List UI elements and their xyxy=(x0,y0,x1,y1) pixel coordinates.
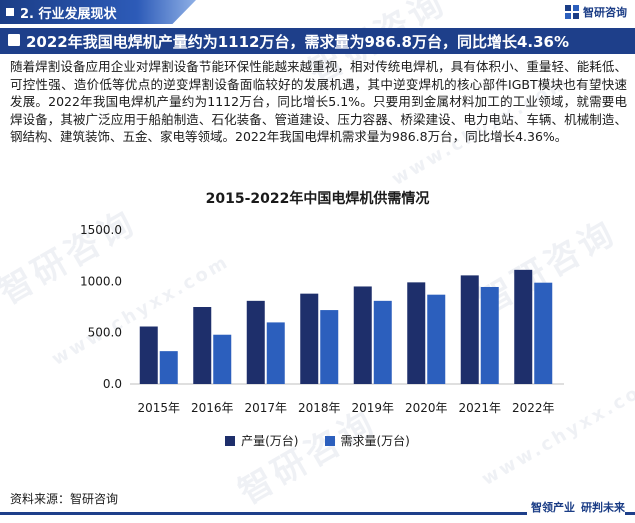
headline-marker-icon xyxy=(8,34,20,46)
bar-demand xyxy=(213,334,232,384)
legend-swatch-production xyxy=(225,435,236,446)
x-tick-label: 2022年 xyxy=(512,401,555,415)
brand-logo-icon xyxy=(565,5,579,19)
legend-item-demand: 需求量(万台) xyxy=(324,432,410,449)
legend-swatch-demand xyxy=(324,435,335,446)
headline-banner: 2022年我国电焊机产量约为1112万台，需求量为986.8万台，同比增长4.3… xyxy=(0,28,635,54)
legend-label-demand: 需求量(万台) xyxy=(340,434,410,448)
x-tick-label: 2020年 xyxy=(405,401,448,415)
footer-divider xyxy=(0,512,635,515)
section-header: 2. 行业发展现状 智研咨询 xyxy=(0,0,635,26)
legend-label-production: 产量(万台) xyxy=(241,434,299,448)
section-title: 2. 行业发展现状 xyxy=(20,7,117,22)
legend-item-production: 产量(万台) xyxy=(225,432,299,449)
y-tick-label: 500.0 xyxy=(88,326,122,340)
bar-chart: 0.0 500.0 1000.0 1500.0 2015年 2016年 2017年 2018年… xyxy=(80,223,564,415)
y-tick-label: 0.0 xyxy=(103,377,122,391)
slogan-right: 研判未来 xyxy=(581,501,625,514)
bar-production xyxy=(139,326,158,384)
x-tick-label: 2016年 xyxy=(191,401,234,415)
chart-legend: 产量(万台) 需求量(万台) xyxy=(0,432,635,449)
x-tick-label: 2015年 xyxy=(137,401,180,415)
x-tick-label: 2018年 xyxy=(298,401,341,415)
section-chip: 2. 行业发展现状 xyxy=(0,0,196,24)
bar-production xyxy=(460,275,479,384)
brand-name: 智研咨询 xyxy=(583,6,627,19)
bar-production xyxy=(193,307,212,384)
brand: 智研咨询 xyxy=(565,4,627,20)
headline-text: 2022年我国电焊机产量约为1112万台，需求量为986.8万台，同比增长4.3… xyxy=(26,33,569,51)
source-note: 资料来源：智研咨询 xyxy=(10,492,119,506)
bar-production xyxy=(407,282,426,384)
section-bullet-icon xyxy=(6,8,14,16)
x-tick-label: 2017年 xyxy=(244,401,287,415)
bar-demand xyxy=(534,282,553,384)
bar-demand xyxy=(159,351,178,384)
bar-demand xyxy=(320,310,339,384)
bar-production xyxy=(514,269,533,384)
bar-demand xyxy=(373,300,392,384)
y-tick-label: 1500.0 xyxy=(80,223,122,237)
x-tick-label: 2021年 xyxy=(458,401,501,415)
y-tick-label: 1000.0 xyxy=(80,274,122,288)
bar-production xyxy=(353,286,372,384)
bar-demand xyxy=(266,322,285,384)
body-paragraph: 随着焊割设备应用企业对焊割设备节能环保性能越来越重视，相对传统电焊机，具有体积小… xyxy=(10,59,627,144)
bar-demand xyxy=(480,286,499,384)
bar-production xyxy=(246,300,265,384)
slogan-left: 智领产业 xyxy=(531,501,575,514)
bar-production xyxy=(300,293,319,384)
chart-title: 2015-2022年中国电焊机供需情况 xyxy=(205,191,430,207)
x-tick-label: 2019年 xyxy=(351,401,394,415)
bar-demand xyxy=(427,294,446,384)
footer-slogan: 智领产业 研判未来 xyxy=(527,499,625,515)
